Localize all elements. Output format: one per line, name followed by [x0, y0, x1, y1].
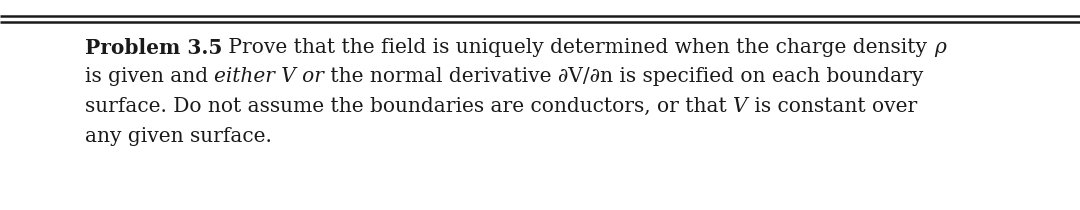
Text: Prove that the field is uniquely determined when the charge density: Prove that the field is uniquely determi… [222, 38, 934, 57]
Text: ρ: ρ [934, 38, 946, 57]
Text: either V or: either V or [215, 67, 324, 87]
Text: the normal derivative ∂V/∂n is specified on each boundary: the normal derivative ∂V/∂n is specified… [324, 67, 923, 87]
Text: Problem 3.5: Problem 3.5 [85, 38, 222, 58]
Text: is given and: is given and [85, 67, 215, 87]
Text: any given surface.: any given surface. [85, 126, 272, 146]
Text: V: V [733, 97, 747, 116]
Text: is constant over: is constant over [747, 97, 917, 116]
Text: surface. Do not assume the boundaries are conductors, or that: surface. Do not assume the boundaries ar… [85, 97, 733, 116]
